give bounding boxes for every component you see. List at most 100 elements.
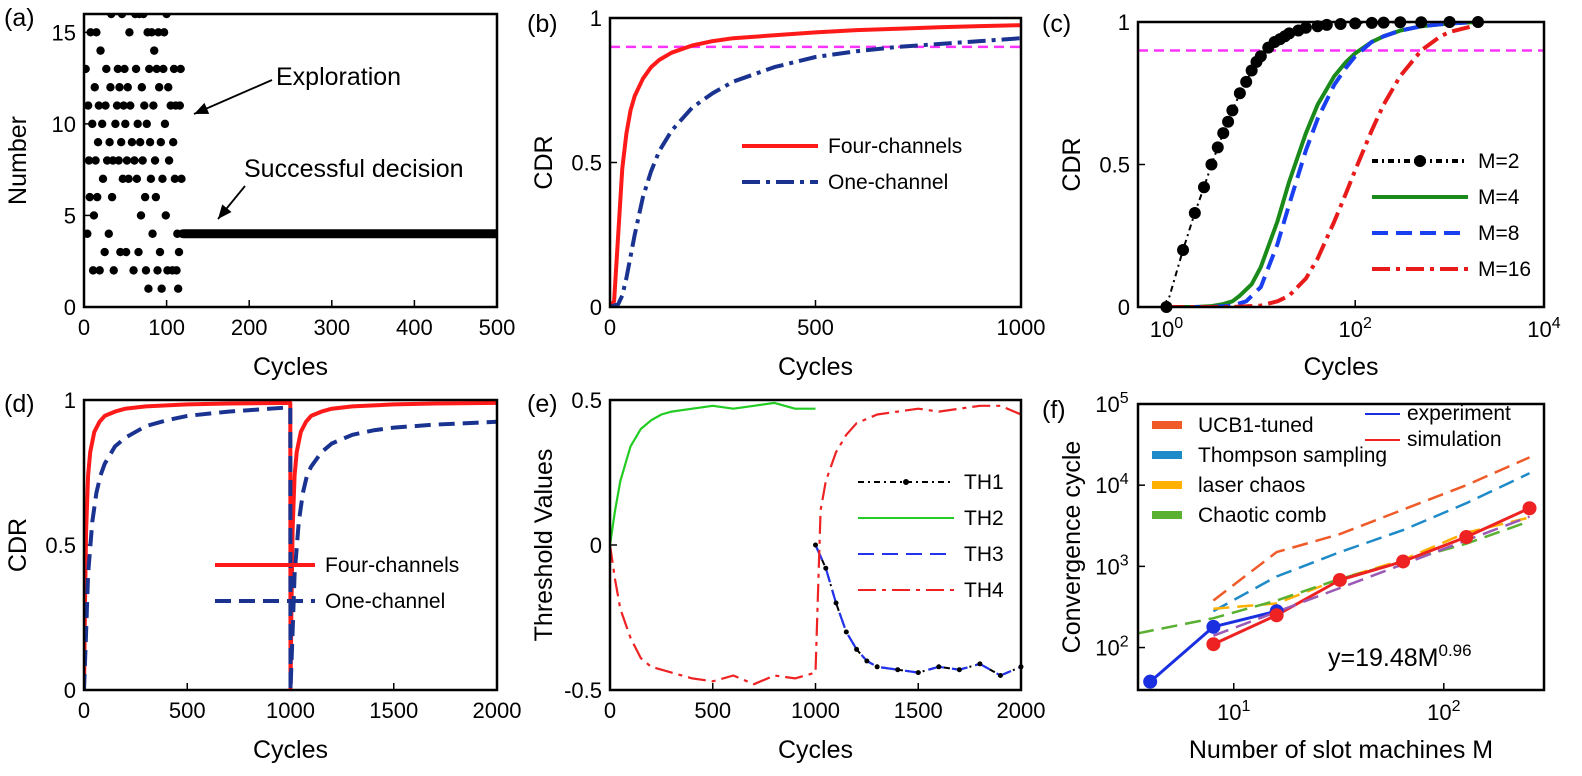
legend-label: Chaotic comb [1198, 504, 1326, 527]
exploration-point [135, 137, 145, 147]
x-tick-label: 400 [396, 315, 433, 340]
axes-frame [608, 398, 1023, 692]
exploration-point [102, 156, 112, 165]
exploration-point [159, 28, 169, 37]
data-point [813, 542, 818, 548]
legend-label: M=4 [1478, 186, 1520, 209]
x-tick-label: 0 [78, 698, 90, 723]
data-point [1226, 104, 1239, 117]
y-tick-label: 0.5 [571, 151, 602, 176]
data-point [1240, 75, 1253, 88]
exploration-point [146, 174, 156, 184]
exploration-point [112, 101, 122, 110]
exploration-point [140, 192, 150, 202]
exploration-point [154, 28, 163, 37]
legend-label: TH3 [964, 543, 1004, 566]
exploration-point [121, 247, 131, 257]
exploration-point [102, 64, 111, 74]
exploration-point [101, 101, 110, 110]
legend-label: experiment [1407, 402, 1511, 425]
chart-panel: (e) Cycles Threshold Values 0 500 1000 1500 200… [527, 388, 1045, 764]
exploration-point [122, 156, 132, 165]
data-point [843, 629, 849, 635]
data-point [1188, 206, 1201, 219]
legend-label: M=2 [1478, 150, 1519, 173]
exploration-point [144, 284, 153, 293]
exploration-point [88, 119, 97, 129]
exploration-point [154, 83, 164, 92]
exploration-point [97, 119, 107, 129]
x-tick-label: 2000 [473, 698, 522, 723]
legend-label: M=16 [1478, 258, 1531, 281]
exploration-point [141, 266, 151, 275]
exploration-point [104, 229, 113, 238]
x-axis-label: Cycles [778, 736, 853, 764]
data-point [1206, 619, 1221, 634]
data-point [1522, 501, 1537, 516]
legend-label: TH4 [964, 579, 1004, 602]
legend-label: laser chaos [1198, 474, 1305, 497]
fit-label: y=19.48M0.96 [1328, 641, 1472, 672]
axes-frame [82, 398, 499, 692]
data-point [1233, 87, 1246, 100]
data-point [997, 673, 1003, 678]
exploration-point [145, 64, 154, 74]
axes-frame [1136, 20, 1546, 309]
data-point [823, 565, 829, 571]
data-point [1320, 18, 1333, 31]
legend-f: UCB1-tuned Thompson sampling laser chaos Ch… [1152, 402, 1511, 672]
y-axis-label: Number [4, 116, 32, 205]
data-point [1311, 20, 1324, 33]
series-line [84, 400, 497, 690]
exploration-point [93, 137, 103, 147]
y-tick-label: 0 [64, 678, 76, 703]
legend-marker [903, 479, 909, 485]
data-point [854, 646, 860, 652]
exploration-point [174, 247, 184, 257]
arrow-head [194, 102, 210, 114]
exploration-point [85, 192, 94, 202]
legend-label: TH2 [964, 507, 1004, 530]
y-tick-label: 104 [1095, 471, 1128, 498]
exploration-point [127, 137, 137, 147]
exploration-point [164, 83, 173, 92]
exploration-point [84, 229, 92, 238]
exploration-point [84, 156, 94, 165]
axes-frame [608, 16, 1023, 309]
exploration-point [151, 192, 161, 202]
x-axis-label: Number of slot machines M [1189, 736, 1493, 764]
exploration-point [129, 266, 138, 275]
y-tick-label: 0.5 [45, 533, 76, 558]
y-axis-label: Threshold Values [530, 449, 558, 642]
exploration-point [169, 137, 178, 147]
series-line [610, 401, 816, 546]
exploration-point [159, 64, 168, 74]
y-tick-label: 102 [1095, 634, 1128, 661]
exploration-point [147, 28, 156, 37]
panel-label: (b) [527, 10, 558, 38]
legend: Four-channels One-channel [215, 554, 459, 613]
exploration-point [116, 137, 126, 147]
data-point [1332, 572, 1347, 587]
exploration-point [115, 83, 124, 92]
data-point [956, 667, 962, 673]
annotation-successful-decision: Successful decision [244, 155, 464, 183]
exploration-point [150, 156, 160, 165]
exploration-point [90, 83, 99, 92]
y-axis-label: CDR [530, 135, 558, 189]
data-point [1349, 17, 1362, 30]
exploration-point [105, 137, 114, 147]
exploration-point [124, 174, 133, 184]
exploration-point [142, 119, 151, 129]
series-line [84, 405, 497, 690]
x-tick-label: 500 [797, 315, 834, 340]
legend-label: simulation [1407, 428, 1502, 451]
y-tick-label: 0 [590, 295, 602, 320]
exploration-point [145, 137, 155, 147]
plot-area [1138, 456, 1531, 683]
exploration-point [160, 119, 170, 129]
exploration-point [172, 266, 181, 275]
annotations-a: Exploration Successful decision [193, 63, 464, 220]
plot-area [610, 401, 1021, 686]
